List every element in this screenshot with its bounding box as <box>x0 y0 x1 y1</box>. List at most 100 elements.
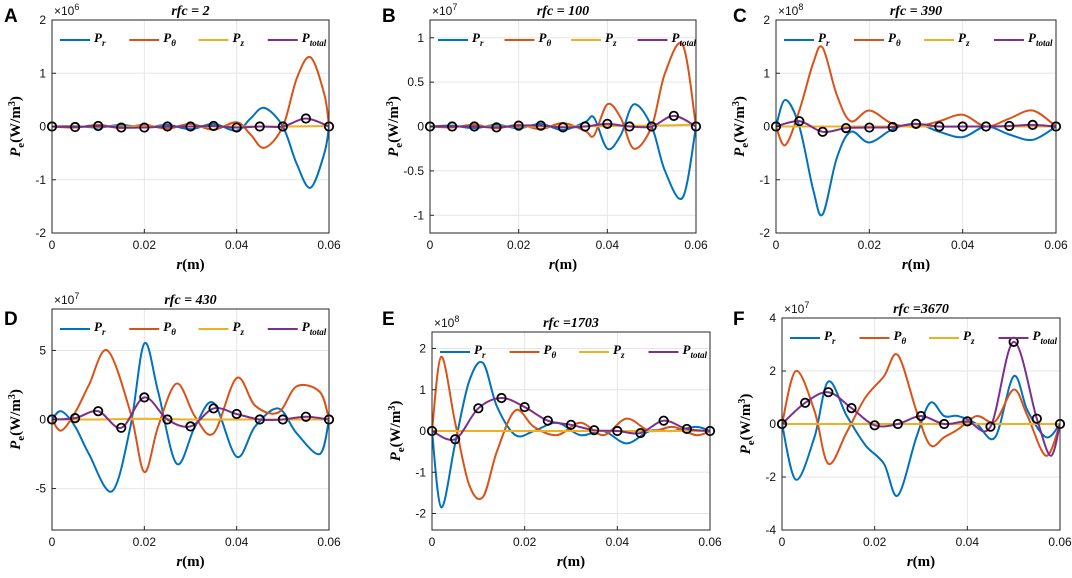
y-tick-label: 0 <box>39 120 46 134</box>
legend-sub: z <box>239 327 244 337</box>
exponent-label: ×107 <box>432 2 457 18</box>
x-tick-label: 0 <box>49 535 56 549</box>
y-axis-label: Pe(W/m3) <box>387 401 407 462</box>
x-tick-label: 0.06 <box>317 238 341 252</box>
data-point-marker <box>93 120 104 132</box>
y-tick-label: 1 <box>39 66 46 80</box>
chart-title: rfc = 100 <box>537 4 589 19</box>
exponent-power: 7 <box>804 300 809 310</box>
legend-main: P <box>94 319 103 334</box>
legend-main: P <box>302 319 311 334</box>
y-tick-label: 1 <box>419 383 426 397</box>
legend-main: P <box>472 30 481 45</box>
legend-main: P <box>539 30 548 45</box>
y-tick-label: 1 <box>417 31 424 45</box>
series-p-total-line <box>52 117 329 129</box>
y-label-sup: 3 <box>7 101 18 106</box>
legend-sub: z <box>612 38 617 48</box>
data-point-marker <box>277 414 288 425</box>
title-value: 2 <box>199 4 210 19</box>
y-tick-label: -5 <box>35 482 46 496</box>
title-label: rfc =1703 <box>543 316 599 331</box>
title-label: rfc = 100 <box>537 4 589 19</box>
y-label-sup: 3 <box>737 399 748 404</box>
legend-main: P <box>894 328 903 343</box>
data-point-marker <box>612 425 623 437</box>
y-label-sup: 3 <box>387 406 398 411</box>
y-label-sub: e <box>15 143 27 148</box>
legend: Pr Pθ Pz Ptotal <box>60 30 327 48</box>
data-point-marker <box>1004 120 1015 132</box>
y-label-sub: e <box>393 143 405 148</box>
legend-label-series-p-r: Pr <box>474 342 486 360</box>
x-tick-label: 0.02 <box>507 238 531 252</box>
y-label-close: ) <box>388 401 404 406</box>
y-axis-label: Pe(W/m3) <box>385 96 405 157</box>
legend-sub: r <box>482 350 486 360</box>
panel-letter: E <box>382 309 395 330</box>
data-point-marker <box>910 118 922 129</box>
x-tick-label: 0 <box>427 238 434 252</box>
y-axis-label: Pe(W/m3) <box>7 389 27 450</box>
y-tick-label: -2 <box>35 226 46 240</box>
chart-title: rfc = 390 <box>890 4 942 19</box>
legend-sub: θ <box>896 38 901 48</box>
data-point-marker <box>185 421 196 432</box>
data-point-marker <box>254 414 265 425</box>
y-tick-label: 2 <box>419 342 426 356</box>
legend-label-series-p-total: Ptotal <box>302 319 327 337</box>
x-axis-label: r(m) <box>549 257 577 273</box>
series-p-theta-line <box>52 349 329 473</box>
data-point-marker <box>658 415 669 426</box>
y-tick-label: 5 <box>39 343 46 357</box>
y-tick-label: -2 <box>415 507 426 521</box>
series-group <box>52 55 329 189</box>
legend-sub: total <box>1040 336 1057 346</box>
legend-label-series-p-z: Pz <box>605 30 617 48</box>
legend-main: P <box>1028 30 1037 45</box>
data-point-marker <box>116 122 127 133</box>
y-tick-label: 2 <box>763 13 770 27</box>
data-point-marker <box>542 415 553 426</box>
data-point-marker <box>800 397 811 408</box>
y-label-unit: (W/m <box>386 106 402 143</box>
x-label-var: r <box>557 554 563 570</box>
y-label-sup: 3 <box>385 101 396 106</box>
y-label-var: P <box>8 440 24 450</box>
legend-label-series-p-r: Pr <box>94 319 106 337</box>
legend-label-series-p-r: Pr <box>94 30 106 48</box>
y-label-var: P <box>732 147 748 157</box>
data-point-marker <box>957 121 968 132</box>
legend-label-series-p-theta: Pθ <box>894 328 907 346</box>
x-label-var: r <box>549 257 555 273</box>
legend-main: P <box>963 328 972 343</box>
x-tick-label: 0.06 <box>698 535 722 549</box>
data-point-marker <box>139 392 150 403</box>
x-tick-label: 0.06 <box>1044 238 1068 252</box>
legend-label-series-p-theta: Pθ <box>888 30 901 48</box>
y-tick-label: -1 <box>35 173 46 187</box>
y-tick-label: 0 <box>763 120 770 134</box>
y-label-unit: (W/m <box>388 410 404 447</box>
x-tick-label: 0.04 <box>956 535 980 549</box>
legend-main: P <box>818 30 827 45</box>
exponent-power: 7 <box>74 291 79 301</box>
x-axis-label: r(m) <box>557 554 585 570</box>
legend-sub: r <box>102 38 106 48</box>
data-point-marker <box>208 120 219 132</box>
y-label-sup: 3 <box>7 394 18 399</box>
y-label-var: P <box>8 147 24 157</box>
x-axis-label: r(m) <box>902 257 930 273</box>
legend-main: P <box>474 342 483 357</box>
exponent-base: ×10 <box>432 4 453 18</box>
x-axis-label: r(m) <box>176 554 204 570</box>
data-point-marker <box>817 126 828 137</box>
data-point-marker <box>513 120 524 131</box>
y-tick-label: 2 <box>39 13 46 27</box>
legend-sub: total <box>310 327 327 337</box>
series-p-r-line <box>52 342 329 493</box>
legend-main: P <box>672 30 681 45</box>
data-point-marker <box>892 418 903 430</box>
panel-letter: D <box>4 309 18 330</box>
